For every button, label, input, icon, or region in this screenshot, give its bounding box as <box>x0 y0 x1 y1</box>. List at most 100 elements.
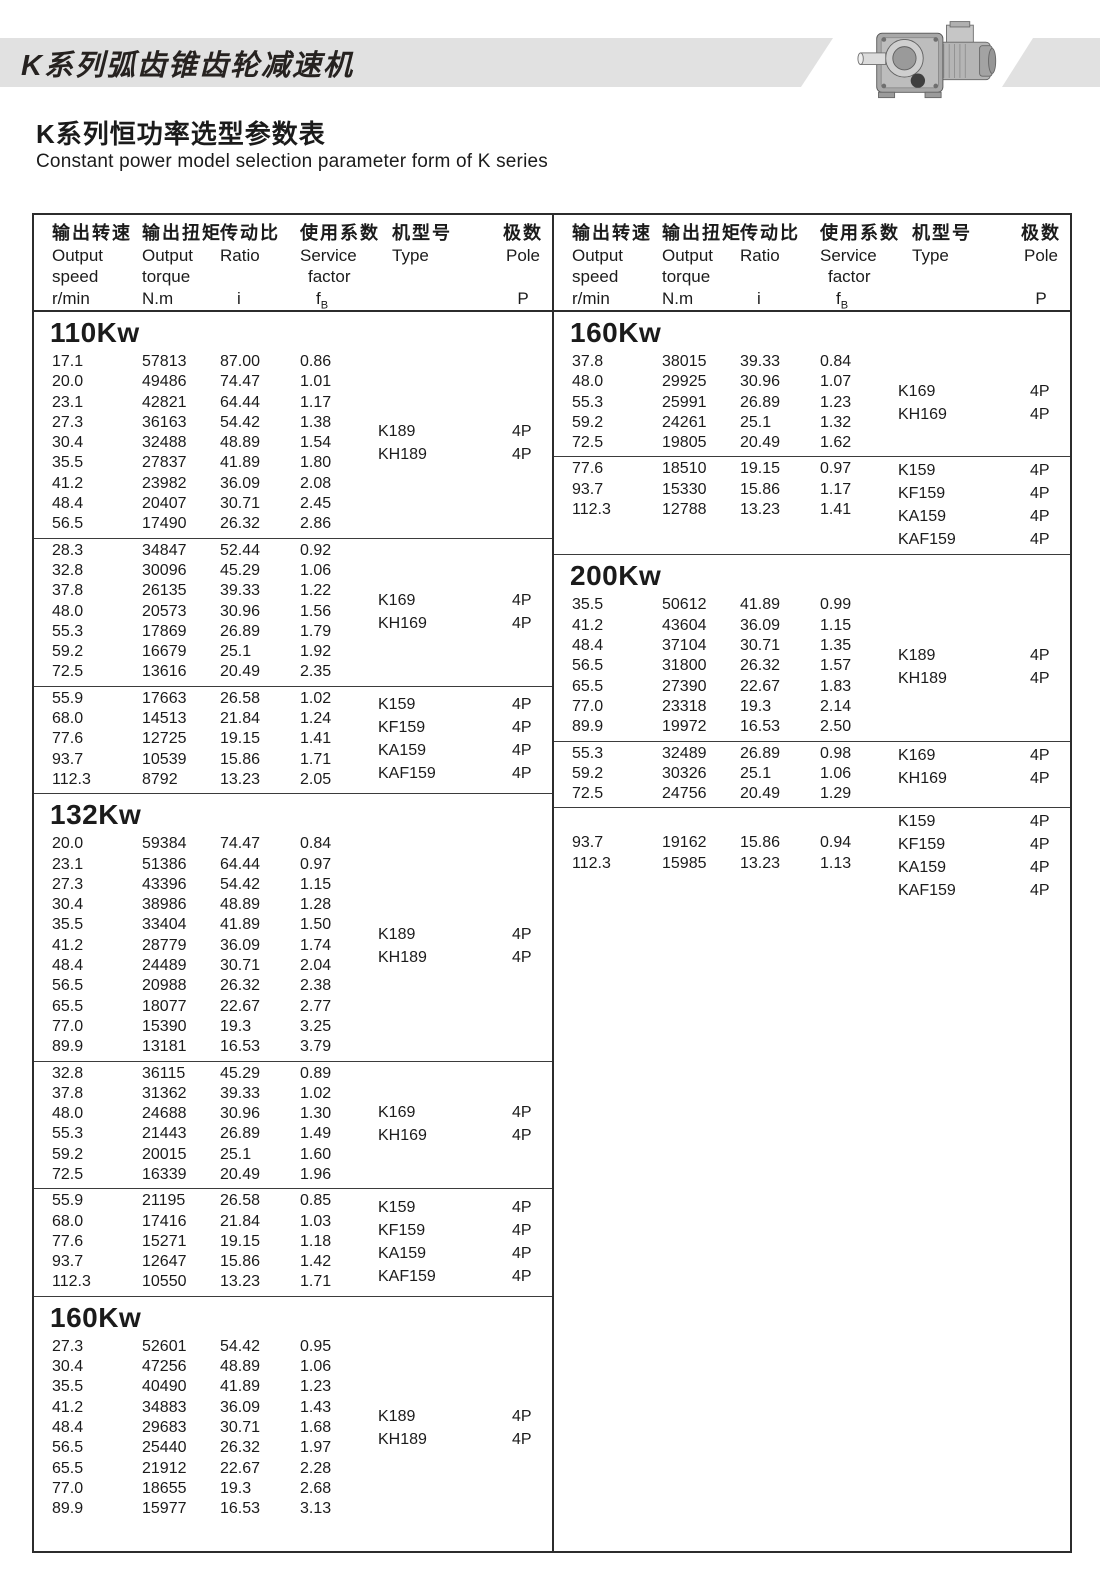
header-factor: 使用系数 Service factor fB <box>300 221 378 311</box>
type-list: K169 4P KH169 4P <box>892 380 1070 426</box>
cell-speed: 112.3 <box>52 1273 91 1291</box>
cell-torque: 20573 <box>142 602 187 620</box>
cell-speed: 55.9 <box>52 1192 84 1210</box>
cell-speed: 48.0 <box>572 373 604 391</box>
table-row: 55.3 17869 26.89 1.79 <box>52 622 372 642</box>
column-header: 输出转速 Output speed r/min 输出扭矩 Output torque N.m 传… <box>554 215 1070 312</box>
type-row: KH169 4P <box>892 767 1070 790</box>
cell-ratio: 36.09 <box>220 474 261 492</box>
cell-speed: 48.4 <box>52 495 84 513</box>
cell-factor: 0.97 <box>300 855 332 873</box>
table-row: 32.8 36115 45.29 0.89 <box>52 1064 372 1084</box>
header-unit <box>392 287 494 310</box>
data-rows: 32.8 36115 45.29 0.89 37.8 31362 39.33 1.02 48.0… <box>34 1064 372 1186</box>
cell-ratio: 26.89 <box>220 622 261 640</box>
header-en-label: Service <box>820 246 877 265</box>
header-en-label: Output <box>52 246 104 265</box>
cell-type: KAF159 <box>898 531 956 549</box>
type-list: K159 4P KF159 4P KA159 4P KAF159 4P <box>372 693 552 785</box>
table-row: 48.0 24688 30.96 1.30 <box>52 1104 372 1124</box>
cell-ratio: 21.84 <box>220 1212 261 1230</box>
data-rows: 17.1 57813 87.00 0.86 20.0 49486 74.47 1.01 23.1… <box>34 352 372 535</box>
cell-type: K169 <box>378 591 416 609</box>
cell-speed: 59.2 <box>52 643 84 661</box>
cell-torque: 38015 <box>662 353 707 370</box>
cell-pole: 4P <box>512 696 532 714</box>
cell-speed: 77.6 <box>52 1232 84 1250</box>
page-subtitle: Constant power model selection parameter… <box>36 151 548 172</box>
cell-speed: 35.5 <box>52 916 84 934</box>
cell-torque: 38986 <box>142 896 187 914</box>
cell-ratio: 52.44 <box>220 541 261 559</box>
type-row: KF159 4P <box>892 833 1070 856</box>
data-rows: 93.7 19162 15.86 0.94 112.3 15985 13.23 1.13 <box>554 810 892 874</box>
type-row: KF159 4P <box>372 1219 552 1242</box>
cell-pole: 4P <box>512 1431 532 1449</box>
cell-torque: 49486 <box>142 373 187 391</box>
type-row: K159 4P <box>892 459 1070 482</box>
type-row: KF159 4P <box>892 482 1070 505</box>
cell-speed: 56.5 <box>52 1439 84 1457</box>
header-unit: fB <box>820 287 892 311</box>
cell-factor: 1.92 <box>300 643 332 661</box>
table-row: 65.5 27390 22.67 1.83 <box>572 677 892 697</box>
type-row: K189 4P <box>892 644 1070 667</box>
cell-speed: 28.3 <box>52 541 84 559</box>
cell-factor: 1.41 <box>300 730 332 748</box>
type-list: K189 4P KH189 4P <box>372 923 552 969</box>
header-ratio: 传动比 Ratio i <box>220 221 300 310</box>
cell-factor: 0.84 <box>300 835 332 853</box>
type-row: K189 4P <box>372 420 552 443</box>
cell-ratio: 45.29 <box>220 561 261 579</box>
cell-ratio: 15.86 <box>220 750 261 768</box>
cell-speed: 77.0 <box>572 697 604 715</box>
data-block: 32.8 36115 45.29 0.89 37.8 31362 39.33 1.02 48.0… <box>34 1060 552 1189</box>
table-row: 59.2 30326 25.1 1.06 <box>572 764 892 784</box>
cell-pole: 4P <box>512 1199 532 1217</box>
cell-factor: 0.85 <box>300 1192 332 1210</box>
table-row: 56.5 17490 26.32 2.86 <box>52 514 372 534</box>
data-rows: 55.3 32489 26.89 0.98 59.2 30326 25.1 1.06 72.5 2… <box>554 744 892 805</box>
cell-factor: 1.49 <box>300 1125 332 1143</box>
section-power-heading: 160Kw <box>570 317 662 348</box>
data-block: 28.3 34847 52.44 0.92 32.8 30096 45.29 1.06 37.8… <box>34 537 552 686</box>
cell-torque: 30096 <box>142 561 187 579</box>
cell-speed: 35.5 <box>52 454 84 472</box>
cell-torque: 29925 <box>662 373 707 391</box>
type-list: K169 4P KH169 4P <box>372 589 552 635</box>
cell-speed: 68.0 <box>52 1212 84 1230</box>
cell-type: KH189 <box>378 948 427 966</box>
table-row: 59.2 16679 25.1 1.92 <box>52 642 372 662</box>
cell-speed: 55.3 <box>572 393 604 411</box>
cell-factor: 1.80 <box>300 454 332 472</box>
cell-speed: 17.1 <box>52 353 84 370</box>
header-zh-label: 极数 <box>1021 223 1061 243</box>
cell-ratio: 13.23 <box>740 501 781 519</box>
table-row: 65.5 18077 22.67 2.77 <box>52 997 372 1017</box>
cell-torque: 24756 <box>662 785 707 803</box>
cell-speed: 93.7 <box>52 750 84 768</box>
table-row: 77.0 18655 19.3 2.68 <box>52 1479 372 1499</box>
cell-factor: 1.15 <box>820 616 852 634</box>
cell-torque: 19972 <box>662 718 707 736</box>
cell-factor: 1.57 <box>820 657 852 675</box>
cell-ratio: 15.86 <box>740 834 781 852</box>
header-en-label: Output <box>662 246 714 265</box>
cell-torque: 21443 <box>142 1125 187 1143</box>
cell-speed: 72.5 <box>572 434 604 452</box>
cell-ratio: 19.15 <box>740 460 781 478</box>
cell-ratio: 54.42 <box>220 413 261 431</box>
cell-speed: 27.3 <box>52 875 84 893</box>
cell-ratio: 19.3 <box>220 1017 252 1035</box>
type-row: K169 4P <box>892 380 1070 403</box>
cell-torque: 18510 <box>662 460 707 478</box>
data-block: 27.3 52601 54.42 0.95 30.4 47256 48.89 1.06 35.5… <box>34 1335 552 1523</box>
cell-factor: 1.83 <box>820 677 852 695</box>
data-rows: 37.8 38015 39.33 0.84 48.0 29925 30.96 1.07 55.3… <box>554 352 892 453</box>
header-en-label: factor <box>308 267 351 286</box>
type-row: KA159 4P <box>892 856 1070 879</box>
cell-type: K169 <box>898 382 936 400</box>
cell-ratio: 22.67 <box>740 677 781 695</box>
cell-type: K159 <box>378 1199 416 1217</box>
cell-factor: 2.50 <box>820 718 852 736</box>
